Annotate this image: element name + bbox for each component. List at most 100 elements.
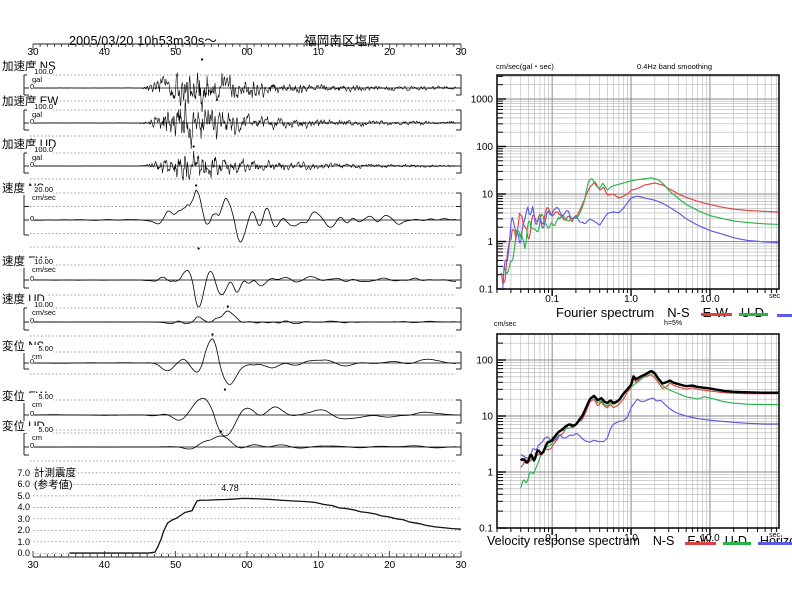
trace-zero-label: 0 — [30, 117, 35, 126]
response-chart-y-tick-label: 10 — [482, 412, 494, 423]
response-unit-label: cm/sec — [494, 321, 517, 328]
peak-marker-dot — [192, 145, 195, 148]
response-chart-series-E-W — [520, 372, 779, 489]
response-chart-x-tick-label: 10.0 — [700, 533, 720, 544]
bottom-ruler-tick-label: 50 — [170, 560, 182, 571]
intensity-y-tick-label: 4.0 — [17, 502, 30, 513]
top-ruler-tick-label: 10 — [312, 47, 324, 58]
fourier-legend-title: Fourier spectrum — [556, 305, 655, 320]
fourier-chart-x-tick-label: 1.0 — [624, 294, 638, 305]
trace-zero-label: 0 — [30, 409, 35, 418]
bottom-ruler-tick-label: 10 — [312, 560, 324, 571]
top-ruler-tick-label: 30 — [27, 47, 39, 58]
peak-marker-dot — [226, 305, 229, 308]
trace-band — [23, 305, 462, 337]
trace-unit-label: gal — [32, 153, 43, 162]
intensity-y-tick-label: 2.0 — [17, 525, 30, 536]
trace-zero-label: 0 — [30, 357, 35, 366]
trace-unit-label: cm/sec — [32, 193, 56, 202]
legend-entry-E-W: E-W — [685, 534, 716, 548]
peak-marker-dot — [195, 184, 198, 187]
response-chart-x-tick-label: 1.0 — [624, 533, 638, 544]
response-legend-title: Velocity response spectrum — [487, 534, 640, 548]
fourier-chart: 1000 100 10 1 0.1 0.1 1.0 10.0 sec — [471, 74, 780, 305]
top-time-ruler — [32, 43, 462, 50]
peak-marker-dot — [190, 91, 193, 94]
fourier-chart-y-tick-label: 100 — [476, 142, 493, 153]
trace-unit-label: gal — [32, 110, 43, 119]
fourier-chart-sec-label: sec — [769, 293, 780, 300]
fourier-smoothing-label: 0.4Hz band smoothing — [637, 62, 713, 71]
top-ruler-tick-label: 40 — [98, 47, 110, 58]
intensity-curve — [69, 497, 462, 554]
fourier-chart-y-tick-label: 1 — [487, 237, 493, 248]
intensity-y-tick-label: 5.0 — [17, 490, 30, 501]
response-chart: 100 10 1 0.1 0.1 1.0 10.0 sec — [476, 333, 780, 544]
trace-scale-label: 10.00 — [27, 301, 53, 309]
legend-line-sample — [722, 542, 751, 545]
fourier-chart-y-tick-label: 1000 — [471, 95, 494, 106]
peak-marker-dot — [197, 247, 200, 250]
fourier-legend-entries: N-S E-W U-D — [667, 305, 792, 320]
fourier-chart-series-N-S — [499, 181, 779, 284]
intensity-plot — [33, 472, 462, 554]
trace-zero-label: 0 — [30, 214, 35, 223]
trace-band — [23, 58, 462, 113]
legend-entry-E-W: E-W — [700, 305, 732, 320]
intensity-subtitle: (参考値) — [34, 479, 73, 491]
fourier-chart-y-tick-label: 10 — [482, 190, 494, 201]
trace-scale-label: 100.0 — [27, 146, 53, 154]
trace-zero-label: 0 — [30, 316, 35, 325]
trace-unit-label: cm/sec — [32, 265, 56, 274]
fourier-chart-x-tick-label: 0.1 — [545, 294, 559, 305]
fourier-chart-series-E-W — [502, 177, 779, 275]
peak-marker-dot — [219, 430, 223, 433]
legend-entry-U-D: U-D — [738, 305, 769, 320]
trace-unit-label: cm — [32, 352, 42, 361]
legend-entry-U-D: U-D — [722, 534, 751, 548]
legend-line-sample — [757, 542, 792, 545]
intensity-y-tick-label: 1.0 — [17, 536, 30, 547]
trace-scale-label: 20.00 — [27, 186, 53, 194]
trace-band — [23, 247, 462, 308]
legend-line-sample — [738, 313, 769, 316]
bottom-ruler-tick-label: 00 — [241, 560, 253, 571]
response-chart-series-U-D — [520, 397, 779, 459]
trace-unit-label: gal — [32, 75, 43, 84]
peak-marker-dot — [223, 388, 226, 391]
response-chart-y-tick-label: 100 — [476, 356, 493, 367]
legend-line-sample — [777, 314, 792, 317]
trace-band — [23, 145, 462, 181]
intensity-y-tick-label: 6.0 — [17, 479, 30, 490]
trace-unit-label: cm — [32, 433, 42, 442]
legend-entry-N-S: N-S — [667, 305, 690, 320]
response-chart-series-Horizon — [519, 369, 779, 464]
fourier-unit-label: cm/sec(gal・sec) — [496, 62, 554, 71]
peak-marker-dot — [211, 333, 214, 336]
bottom-ruler-tick-label: 30 — [27, 560, 39, 571]
trace-scale-label: 5.00 — [27, 345, 53, 353]
trace-scale-label: 5.00 — [27, 393, 53, 401]
trace-scale-label: 100.0 — [27, 68, 53, 76]
response-chart-x-tick-label: 0.1 — [545, 533, 559, 544]
fourier-chart-x-tick-label: 10.0 — [700, 294, 720, 305]
legend-entry-Horizon: Horizon — [757, 534, 792, 548]
top-ruler-tick-label: 30 — [455, 47, 467, 58]
legend-line-sample — [700, 313, 732, 316]
bottom-ruler-tick-label: 20 — [384, 560, 396, 571]
response-chart-y-tick-label: 1 — [487, 468, 493, 479]
bottom-ruler-tick-label: 30 — [455, 560, 467, 571]
response-chart-sec-label: sec — [769, 532, 780, 539]
legend-entry-N-S: N-S — [652, 534, 675, 548]
legend-line-sample — [685, 542, 716, 545]
trace-band — [23, 430, 462, 462]
trace-band — [23, 333, 462, 385]
intensity-title: 計測震度 — [34, 467, 76, 479]
record-datetime-label: 2005/03/20 10h53m30s～ — [69, 34, 218, 48]
trace-zero-label: 0 — [30, 160, 35, 169]
trace-zero-label: 0 — [30, 441, 35, 450]
intensity-y-tick-label: 3.0 — [17, 513, 30, 524]
response-chart-y-tick-label: 0.1 — [479, 524, 493, 535]
